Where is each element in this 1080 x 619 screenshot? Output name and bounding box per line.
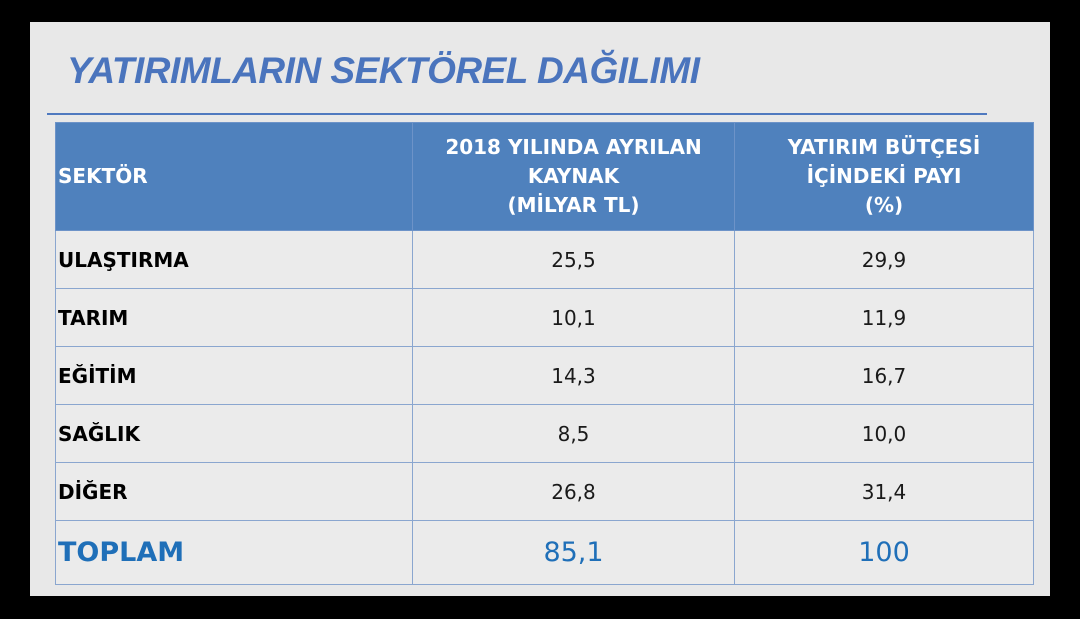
row-share: 16,7: [734, 346, 1034, 405]
row-share: 11,9: [734, 288, 1034, 347]
header-allocation: 2018 YILINDA AYRILAN KAYNAK (MİLYAR TL): [412, 122, 735, 231]
header-allocation-line: (MİLYAR TL): [507, 193, 640, 217]
row-sector: EĞİTİM: [55, 346, 413, 405]
row-share: 10,0: [734, 404, 1034, 463]
row-sector: TARIM: [55, 288, 413, 347]
header-share-line: YATIRIM BÜTÇESİ: [787, 135, 981, 159]
header-allocation-line: KAYNAK: [527, 164, 620, 188]
total-allocation: 85,1: [412, 520, 735, 585]
total-label: TOPLAM: [55, 520, 413, 585]
header-share: YATIRIM BÜTÇESİ İÇİNDEKİ PAYI (%): [734, 122, 1034, 231]
row-sector: SAĞLIK: [55, 404, 413, 463]
table-row: ULAŞTIRMA 25,5 29,9: [55, 230, 1034, 289]
header-share-line: (%): [864, 193, 904, 217]
table-row: DİĞER 26,8 31,4: [55, 462, 1034, 521]
row-sector: DİĞER: [55, 462, 413, 521]
row-allocation: 25,5: [412, 230, 735, 289]
header-share-line: İÇİNDEKİ PAYI: [806, 164, 962, 188]
table-row: EĞİTİM 14,3 16,7: [55, 346, 1034, 405]
total-share: 100: [734, 520, 1034, 585]
row-allocation: 26,8: [412, 462, 735, 521]
row-share: 29,9: [734, 230, 1034, 289]
total-row: TOPLAM 85,1 100: [55, 520, 1034, 585]
header-allocation-line: 2018 YILINDA AYRILAN: [445, 135, 702, 159]
sector-allocation-table: SEKTÖR 2018 YILINDA AYRILAN KAYNAK (MİLY…: [55, 122, 1034, 585]
row-allocation: 8,5: [412, 404, 735, 463]
table-row: TARIM 10,1 11,9: [55, 288, 1034, 347]
row-share: 31,4: [734, 462, 1034, 521]
row-allocation: 10,1: [412, 288, 735, 347]
header-sector: SEKTÖR: [55, 122, 413, 231]
title-underline: [47, 113, 987, 115]
row-sector: ULAŞTIRMA: [55, 230, 413, 289]
table-row: SAĞLIK 8,5 10,0: [55, 404, 1034, 463]
slide: YATIRIMLARIN SEKTÖREL DAĞILIMI SEKTÖR 20…: [30, 22, 1050, 596]
row-allocation: 14,3: [412, 346, 735, 405]
table-header-row: SEKTÖR 2018 YILINDA AYRILAN KAYNAK (MİLY…: [55, 122, 1034, 231]
slide-title: YATIRIMLARIN SEKTÖREL DAĞILIMI: [67, 50, 700, 91]
